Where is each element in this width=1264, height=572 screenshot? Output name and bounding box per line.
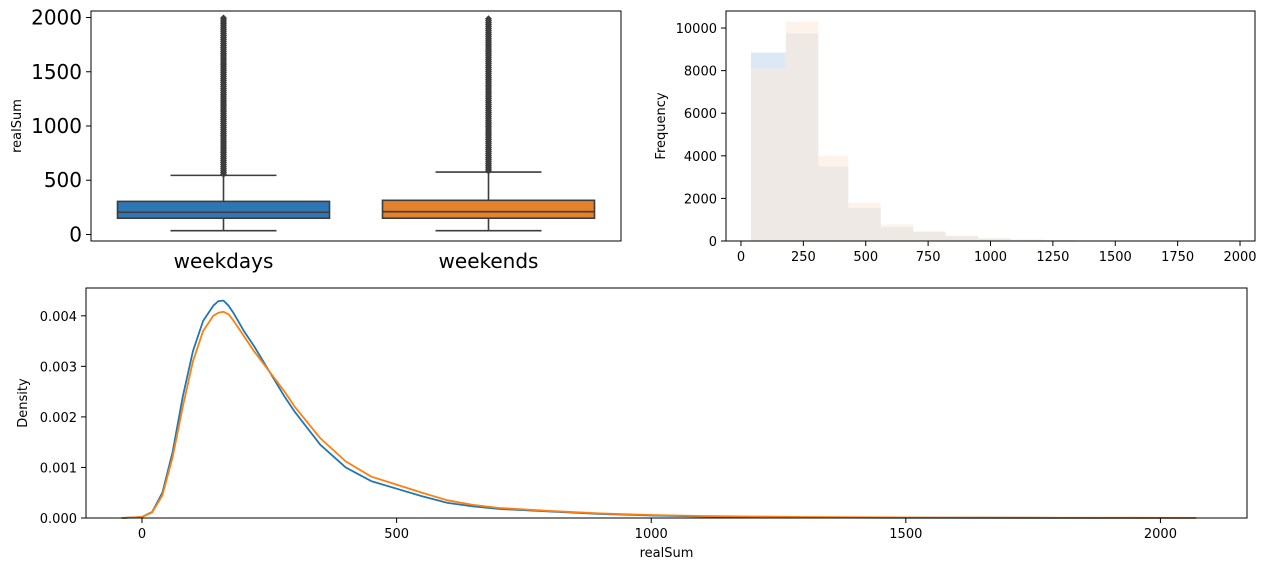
y-tick-label: 0.000 <box>40 512 77 527</box>
y-tick-label: 0 <box>709 235 717 250</box>
outlier-point <box>220 14 227 22</box>
iqr-box <box>116 200 331 220</box>
x-tick-label: 1000 <box>635 527 668 542</box>
histogram-bar <box>750 68 786 241</box>
y-axis: 0.000 0.001 0.002 0.003 0.004 <box>40 310 86 527</box>
histogram-bar <box>785 21 819 241</box>
outliers <box>485 15 492 175</box>
outliers <box>220 14 227 178</box>
x-tick-label: 250 <box>791 250 816 265</box>
y-tick-label: 0.001 <box>40 461 77 476</box>
histogram-bar <box>978 238 1011 241</box>
plot-frame <box>725 10 1256 242</box>
y-tick-label: 4000 <box>684 150 717 165</box>
y-tick-label: 0 <box>69 222 82 246</box>
histogram-series-2 <box>750 21 1241 241</box>
histogram-bar <box>818 155 849 241</box>
x-tick-label: 1750 <box>1161 250 1194 265</box>
y-tick-label: 1500 <box>31 60 82 84</box>
y-tick-label: 10000 <box>676 22 717 37</box>
density-line-2 <box>121 310 1197 519</box>
x-tick-label: 2000 <box>1223 250 1256 265</box>
y-tick-label: 1000 <box>31 114 82 138</box>
box-weekends <box>381 15 596 232</box>
y-axis-label: realSum <box>10 99 25 153</box>
histogram-bar <box>913 231 946 241</box>
x-axis: 0 250 500 750 1000 1250 1500 1750 2000 <box>737 241 1257 265</box>
box-weekdays <box>116 14 331 232</box>
boxplot-panel: weekdays weekends 0 500 1000 1500 2000 realSum <box>10 6 622 273</box>
x-tick-label: 1500 <box>889 527 922 542</box>
x-tick-label: 0 <box>737 250 745 265</box>
y-tick-label: 0.002 <box>40 411 77 426</box>
x-tick-label: weekdays <box>174 249 274 273</box>
outlier-point <box>485 15 492 23</box>
y-tick-label: 2000 <box>31 6 82 30</box>
y-axis-label: Frequency <box>654 92 669 159</box>
x-axis: 0 500 1000 1500 2000 <box>138 518 1177 542</box>
y-axis-label: Density <box>16 378 31 428</box>
histogram-bar <box>880 224 914 241</box>
plot-frame <box>90 10 622 242</box>
y-tick-label: 0.004 <box>40 310 77 325</box>
x-tick-label: 1000 <box>974 250 1007 265</box>
y-tick-label: 2000 <box>684 192 717 207</box>
y-axis: 0 500 1000 1500 2000 <box>31 6 91 246</box>
density-line-1 <box>121 299 1197 519</box>
x-tick-label: 1500 <box>1099 250 1132 265</box>
plot-frame <box>85 287 1248 519</box>
x-tick-label: 750 <box>916 250 941 265</box>
histogram-bar <box>945 235 979 241</box>
y-tick-label: 0.003 <box>40 360 77 375</box>
histogram-panel: 0 250 500 750 1000 1250 1500 1750 2000 0 2000 4000 6… <box>654 10 1257 265</box>
histogram-bar <box>1010 239 1043 241</box>
y-tick-label: 8000 <box>684 65 717 80</box>
y-tick-label: 6000 <box>684 107 717 122</box>
x-tick-label: 0 <box>138 527 146 542</box>
y-tick-label: 500 <box>44 168 82 192</box>
density-panel: 0 500 1000 1500 20000.0000.0010.0020.0030.00… <box>16 287 1248 561</box>
iqr-box <box>381 199 596 220</box>
x-tick-label: weekends <box>439 249 539 273</box>
x-tick-label: 2000 <box>1144 527 1177 542</box>
y-axis: 0 2000 4000 6000 8000 10000 <box>676 22 726 250</box>
histogram-bar <box>848 202 881 241</box>
x-tick-label: 500 <box>384 527 409 542</box>
x-axis-label: realSum <box>640 546 694 561</box>
x-tick-label: 1250 <box>1036 250 1069 265</box>
x-tick-label: 500 <box>853 250 878 265</box>
